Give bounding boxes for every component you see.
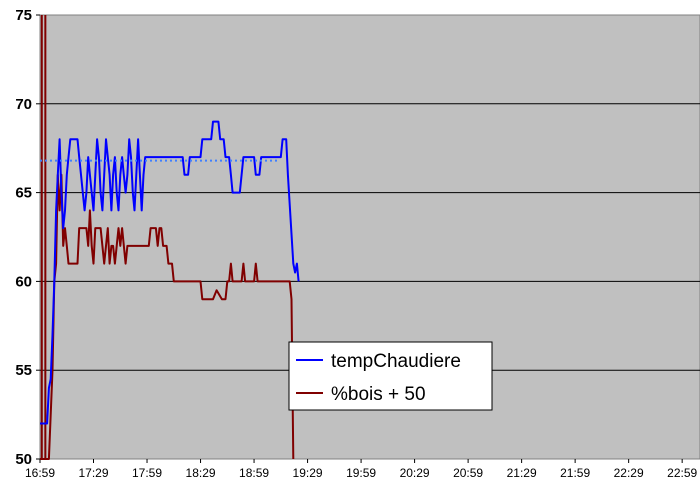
y-tick-label: 50 [15,451,32,468]
legend-label-tempchaudiere: tempChaudiere [331,351,461,372]
series-lines [40,120,300,460]
x-tick-label: 16:59 [25,466,55,480]
x-tick-label: 22:59 [667,466,697,480]
x-tick-label: 18:59 [239,466,269,480]
x-tick-label: 20:59 [453,466,483,480]
legend: tempChaudiere %bois + 50 [288,341,493,411]
y-tick-label: 60 [15,273,32,290]
x-tick-label: 21:59 [560,466,590,480]
x-tick-label: 17:29 [78,466,108,480]
x-tick-label: 21:29 [507,466,537,480]
y-axis-ticks: 50 55 60 65 70 75 [15,7,40,468]
y-tick-label: 65 [15,185,32,202]
legend-box [288,341,493,411]
x-tick-label: 19:29 [293,466,323,480]
x-tick-label: 17:59 [132,466,162,480]
x-tick-label: 22:29 [614,466,644,480]
vertical-markers [40,15,47,459]
x-tick-label: 19:59 [346,466,376,480]
series-line-tempchaudiere [40,120,300,425]
legend-label-bois: %bois + 50 [331,384,426,405]
x-tick-label: 18:29 [186,466,216,480]
y-tick-label: 70 [15,96,32,113]
y-tick-label: 75 [15,7,32,24]
y-tick-label: 55 [15,362,32,379]
x-axis-ticks: 16:59 17:29 17:59 18:29 18:59 19:29 19:59 20:29… [25,459,698,480]
x-tick-label: 20:29 [400,466,430,480]
series-line-bois [40,173,295,460]
